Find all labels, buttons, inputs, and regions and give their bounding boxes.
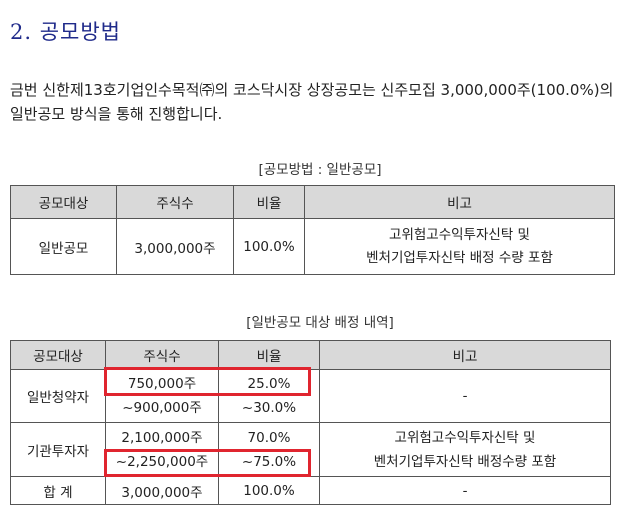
note-line: 벤처기업투자신탁 배정수량 포함 <box>373 453 557 470</box>
header-shares: 주식수 <box>105 340 219 370</box>
shares-value: 2,100,000주 <box>121 429 203 446</box>
allocation-table: 공모대상 주식수 비율 비고 일반청약자 750,000주 ~900,000주 … <box>10 340 611 505</box>
table-row: 일반청약자 750,000주 ~900,000주 25.0% ~30.0% - <box>10 369 611 423</box>
ratio-value: 25.0% <box>247 376 291 392</box>
ratio-value: 70.0% <box>247 429 291 446</box>
table-row: 기관투자자 2,100,000주 ~2,250,000주 70.0% ~75.0… <box>10 422 611 477</box>
note-line: 고위험고수익투자신탁 및 <box>394 429 536 446</box>
section-title: 2. 공모방법 <box>10 20 121 44</box>
cell-shares: 3,000,000주 <box>116 218 234 275</box>
cell-ratio: 100.0% <box>233 218 305 275</box>
table2-caption: [일반공모 대상 배정 내역] <box>246 315 394 331</box>
note-line: 고위험고수익투자신탁 및 <box>389 226 530 243</box>
header-target: 공모대상 <box>10 340 106 370</box>
cell-target: 기관투자자 <box>10 422 106 477</box>
cell-ratio: 25.0% ~30.0% <box>218 369 320 423</box>
table1-header-row: 공모대상 주식수 비율 비고 <box>10 185 615 219</box>
shares-value: ~2,250,000주 <box>115 453 209 470</box>
cell-note: - <box>319 476 611 505</box>
header-shares: 주식수 <box>116 185 234 219</box>
ratio-value: ~75.0% <box>241 453 297 470</box>
highlight-box-institutional <box>104 449 311 477</box>
note-line: 벤처기업투자신탁 배정 수량 포함 <box>366 249 553 266</box>
table2-header-row: 공모대상 주식수 비율 비고 <box>10 340 611 370</box>
cell-note: 고위험고수익투자신탁 및 벤처기업투자신탁 배정수량 포함 <box>319 422 611 477</box>
shares-value: ~900,000주 <box>122 400 202 416</box>
ratio-value: ~30.0% <box>241 400 297 416</box>
header-ratio: 비율 <box>233 185 305 219</box>
table1-caption: [공모방법 : 일반공모] <box>258 162 382 178</box>
cell-target: 일반청약자 <box>10 369 106 423</box>
header-note: 비고 <box>304 185 615 219</box>
intro-paragraph: 금번 신한제13호기업인수목적㈜의 코스닥시장 상장공모는 신주모집 3,000… <box>10 81 614 123</box>
cell-target: 합 계 <box>10 476 106 505</box>
table-row: 일반공모 3,000,000주 100.0% 고위험고수익투자신탁 및 벤처기업… <box>10 218 615 275</box>
highlight-box-retail <box>104 367 311 396</box>
cell-ratio: 100.0% <box>218 476 320 505</box>
shares-value: 750,000주 <box>127 376 197 392</box>
header-note: 비고 <box>319 340 611 370</box>
header-ratio: 비율 <box>218 340 320 370</box>
cell-target: 일반공모 <box>10 218 117 275</box>
cell-shares: 3,000,000주 <box>105 476 219 505</box>
table-row: 합 계 3,000,000주 100.0% - <box>10 476 611 505</box>
offering-method-table: 공모대상 주식수 비율 비고 일반공모 3,000,000주 100.0% 고위… <box>10 185 615 275</box>
cell-shares: 750,000주 ~900,000주 <box>105 369 219 423</box>
cell-note: 고위험고수익투자신탁 및 벤처기업투자신탁 배정 수량 포함 <box>304 218 615 275</box>
header-target: 공모대상 <box>10 185 117 219</box>
cell-note: - <box>319 369 611 423</box>
